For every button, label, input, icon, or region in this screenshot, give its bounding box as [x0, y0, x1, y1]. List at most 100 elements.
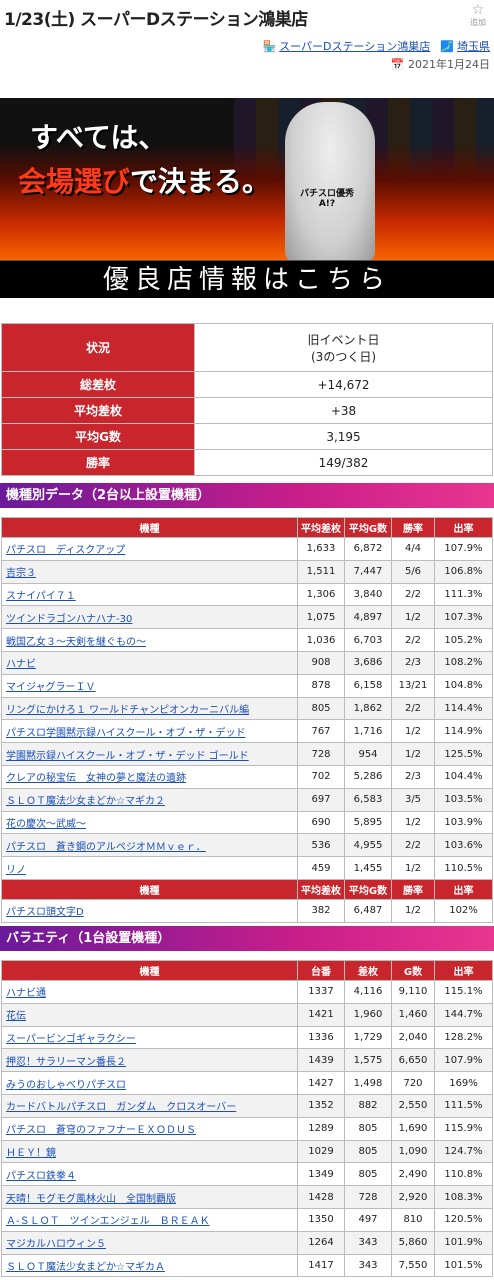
data-cell: 6,487: [344, 898, 392, 923]
column-header: 平均差枚: [297, 878, 345, 900]
machine-cell: カードバトルパチスロ ガンダム クロスオーバー: [1, 1093, 298, 1118]
summary-value: 149/382: [194, 449, 493, 476]
table-row: マイジャグラーＩＶ 878 6,158 13/21 104.8%: [1, 673, 493, 698]
data-cell: 1/2: [391, 898, 435, 923]
data-cell: 1/2: [391, 856, 435, 880]
data-cell: 1,498: [344, 1071, 392, 1095]
machine-link[interactable]: スーパービンゴギャラクシー: [6, 1033, 136, 1045]
store-link[interactable]: スーパーDステーション鴻巣店: [279, 40, 431, 53]
data-cell: 2/3: [391, 650, 435, 675]
machine-cell: クレアの秘宝伝 女神の夢と魔法の遺跡: [1, 764, 298, 789]
machine-cell: ＳＬＯＴ魔法少女まどか☆マギカＡ: [1, 1253, 298, 1278]
column-header: 差枚: [344, 960, 392, 981]
data-cell: 7,550: [391, 1253, 435, 1278]
data-cell: 110.8%: [434, 1162, 493, 1187]
data-cell: 2/3: [391, 764, 435, 789]
data-cell: 105.2%: [434, 628, 493, 652]
page-title: 1/23(土) スーパーDステーション鴻巣店: [4, 10, 308, 30]
hooded-person-graphic: [285, 102, 375, 262]
machine-link[interactable]: 吉宗３: [6, 568, 36, 580]
table-row: パチスロ頭文字D 382 6,487 1/2 102%: [1, 898, 493, 923]
data-cell: 1/2: [391, 742, 435, 766]
machine-cell: ツインドラゴンハナハナ-30: [1, 605, 298, 630]
machine-cell: 学園黙示録ハイスクール・オブ・ザ・デッド ゴールド: [1, 742, 298, 766]
data-cell: 13/21: [391, 673, 435, 698]
table-row: スナイパイ７１ 1,306 3,840 2/2 111.3%: [1, 582, 493, 607]
data-cell: 4/4: [391, 537, 435, 561]
machine-link[interactable]: ＳＬＯＴ魔法少女まどか☆マギカＡ: [6, 1261, 165, 1273]
machine-link[interactable]: クレアの秘宝伝 女神の夢と魔法の遺跡: [6, 773, 186, 785]
machine-link[interactable]: リングにかけろ１ ワールドチャンピオンカーニバル編: [6, 704, 250, 716]
machine-link[interactable]: パチスロ頭文字D: [6, 907, 84, 919]
machine-cell: スーパービンゴギャラクシー: [1, 1025, 298, 1050]
machine-link[interactable]: 天晴！モグモグ風林火山 全国制覇版: [6, 1193, 176, 1205]
table-row: パチスロ 蒼穹のファフナーＥＸＯＤＵＳ 1289 805 1,690 115.9%: [1, 1116, 493, 1141]
machine-link[interactable]: 戦国乙女３～天剣を継ぐもの～: [6, 636, 146, 648]
data-cell: 1421: [297, 1002, 345, 1027]
data-cell: 1,633: [297, 537, 345, 561]
machine-link[interactable]: 押忍！サラリーマン番長２: [6, 1056, 126, 1068]
data-cell: 343: [344, 1253, 392, 1278]
banner-line2: 会場選びで決まる。: [18, 165, 271, 198]
data-cell: 805: [297, 696, 345, 721]
table-row: ツインドラゴンハナハナ-30 1,075 4,897 1/2 107.3%: [1, 605, 493, 630]
data-cell: 169%: [434, 1071, 493, 1095]
machine-link[interactable]: Ａ-ＳＬＯＴ ツインエンジェル ＢＲＥＡＫ: [6, 1216, 210, 1228]
machine-link[interactable]: スナイパイ７１: [6, 590, 76, 602]
machine-link[interactable]: パチスロ 蒼穹のファフナーＥＸＯＤＵＳ: [6, 1125, 196, 1137]
data-cell: 690: [297, 810, 345, 835]
machine-link[interactable]: カードバトルパチスロ ガンダム クロスオーバー: [6, 1102, 237, 1114]
data-cell: 1,090: [391, 1139, 435, 1164]
data-cell: 124.7%: [434, 1139, 493, 1164]
data-cell: 104.4%: [434, 764, 493, 789]
table-row: クレアの秘宝伝 女神の夢と魔法の遺跡 702 5,286 2/3 104.4%: [1, 764, 493, 789]
machine-link[interactable]: ＳＬＯＴ魔法少女まどか☆マギカ２: [6, 796, 165, 808]
machine-cell: 花伝: [1, 1002, 298, 1027]
column-header: 平均G数: [344, 517, 392, 538]
data-cell: 343: [344, 1230, 392, 1255]
machine-link[interactable]: パチスロ ディスクアップ: [6, 545, 126, 557]
machine-link[interactable]: パチスロ 蒼き鋼のアルペジオＭＭｖｅｒ．: [6, 841, 206, 853]
data-cell: 805: [344, 1162, 392, 1187]
variety-data-table: 機種 台番 差枚 G数 出率 ハナビ通 1337 4,116 9,110 115.1% 花伝 142…: [1, 960, 493, 1278]
machine-link[interactable]: ハナビ: [6, 659, 36, 671]
table-row: 押忍！サラリーマン番長２ 1439 1,575 6,650 107.9%: [1, 1048, 493, 1073]
data-cell: 4,955: [344, 833, 392, 858]
machine-link[interactable]: みうのおしゃべりパチスロ: [6, 1079, 126, 1091]
table-header-row: 機種 台番 差枚 G数 出率: [1, 960, 493, 981]
table-row: パチスロ鉄拳４ 1349 805 2,490 110.8%: [1, 1162, 493, 1187]
table-row: 花伝 1421 1,960 1,460 144.7%: [1, 1002, 493, 1027]
machine-link[interactable]: パチスロ鉄拳４: [6, 1170, 76, 1182]
machine-link[interactable]: 学園黙示録ハイスクール・オブ・ザ・デッド ゴールド: [6, 750, 249, 762]
ad-banner[interactable]: パチスロ優秀A!? すべては、 会場選びで決まる。 優良店情報はこちら: [0, 98, 494, 298]
machine-link[interactable]: ツインドラゴンハナハナ-30: [6, 613, 133, 625]
data-cell: 9,110: [391, 980, 435, 1004]
data-cell: 1289: [297, 1116, 345, 1141]
data-cell: 125.5%: [434, 742, 493, 766]
data-cell: 3,686: [344, 650, 392, 675]
machine-cell: みうのおしゃべりパチスロ: [1, 1071, 298, 1095]
machine-link[interactable]: ＨＥＹ！鏡: [6, 1147, 56, 1159]
section-heading-variety: バラエティ（1台設置機種）: [0, 926, 494, 951]
table-row: 花の慶次～武威～ 690 5,895 1/2 103.9%: [1, 810, 493, 835]
machine-link[interactable]: パチスロ学園黙示録ハイスクール・オブ・ザ・デッド: [6, 727, 246, 739]
favorite-button[interactable]: ☆ 追加: [468, 2, 488, 27]
machine-cell: パチスロ ディスクアップ: [1, 537, 298, 561]
data-cell: 728: [344, 1185, 392, 1209]
machine-link[interactable]: 花の慶次～武威～: [6, 818, 86, 830]
data-cell: 107.9%: [434, 537, 493, 561]
summary-value: +14,672: [194, 371, 493, 398]
star-icon: ☆: [471, 2, 485, 18]
machine-link[interactable]: リノ: [6, 864, 26, 876]
pref-link[interactable]: 埼玉県: [457, 40, 490, 53]
machine-link[interactable]: マイジャグラーＩＶ: [6, 682, 96, 694]
machine-cell: ハナビ通: [1, 980, 298, 1004]
map-icon: 🗾: [440, 40, 454, 53]
machine-link[interactable]: 花伝: [6, 1011, 26, 1023]
machine-link[interactable]: ハナビ通: [6, 988, 46, 1000]
data-cell: 1/2: [391, 605, 435, 630]
data-cell: 382: [297, 898, 345, 923]
data-cell: 2,040: [391, 1025, 435, 1050]
column-header: 機種: [1, 517, 298, 538]
machine-link[interactable]: マジカルハロウィン５: [6, 1239, 106, 1251]
